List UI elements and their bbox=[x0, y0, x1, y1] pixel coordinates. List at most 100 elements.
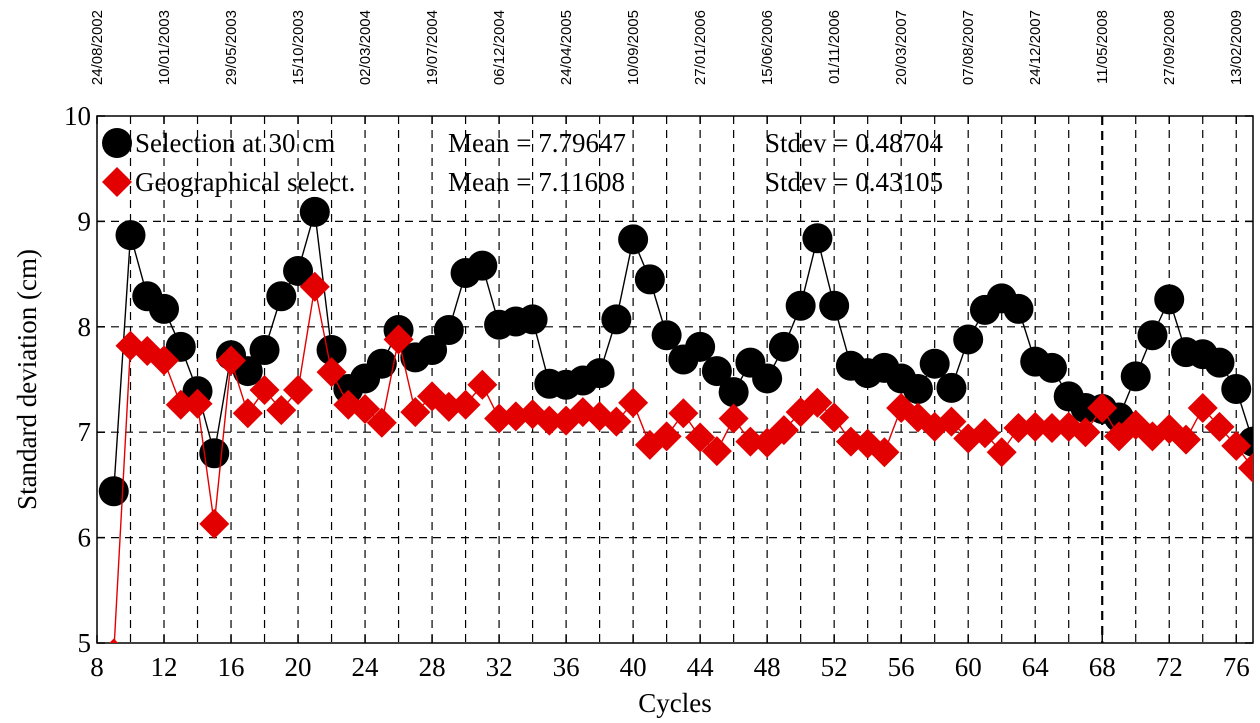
x-tick-label: 8 bbox=[90, 652, 104, 682]
data-point-diamond bbox=[1187, 392, 1218, 423]
data-point-circle bbox=[752, 363, 783, 394]
data-point-circle bbox=[701, 356, 732, 387]
data-point-circle bbox=[1120, 361, 1151, 392]
data-point-diamond bbox=[718, 403, 749, 434]
data-point-diamond bbox=[701, 436, 732, 467]
data-point-diamond bbox=[450, 389, 481, 420]
x-tick-label: 68 bbox=[1089, 652, 1116, 682]
data-point-circle bbox=[1221, 373, 1252, 404]
top-date-label: 29/05/2003 bbox=[223, 10, 240, 85]
data-point-circle bbox=[919, 348, 950, 379]
legend-stdev: Stdev = 0.48704 bbox=[765, 128, 943, 158]
series-line bbox=[113, 286, 1253, 643]
data-point-diamond bbox=[1020, 411, 1051, 442]
data-point-diamond bbox=[819, 402, 850, 433]
data-point-diamond bbox=[936, 406, 967, 437]
top-date-label: 20/03/2007 bbox=[893, 10, 910, 85]
data-point-circle bbox=[433, 314, 464, 345]
x-tick-label: 76 bbox=[1223, 652, 1250, 682]
data-point-circle bbox=[936, 372, 967, 403]
data-point-circle bbox=[584, 358, 615, 389]
top-date-label: 24/08/2002 bbox=[89, 10, 106, 85]
data-point-circle bbox=[283, 255, 314, 286]
top-date-label: 19/07/2004 bbox=[424, 10, 441, 85]
data-point-diamond bbox=[651, 421, 682, 452]
data-point-circle bbox=[685, 331, 716, 362]
data-point-circle bbox=[316, 334, 347, 365]
data-point-diamond bbox=[1070, 417, 1101, 448]
series-geographical bbox=[109, 271, 1253, 643]
legend-series-name: Geographical select. bbox=[135, 167, 355, 197]
data-point-circle bbox=[718, 377, 749, 408]
data-point-circle bbox=[299, 196, 330, 227]
data-point-diamond bbox=[1036, 412, 1067, 443]
y-tick-label: 6 bbox=[78, 523, 92, 553]
data-point-circle bbox=[165, 331, 196, 362]
top-date-label: 02/03/2004 bbox=[357, 10, 374, 85]
data-point-diamond bbox=[534, 405, 565, 436]
data-point-circle bbox=[1137, 320, 1168, 351]
data-point-diamond bbox=[109, 638, 119, 643]
data-point-circle bbox=[902, 373, 933, 404]
x-tick-label: 32 bbox=[486, 652, 513, 682]
data-point-circle bbox=[467, 250, 498, 281]
series-selection-30cm bbox=[98, 196, 1253, 507]
top-date-label: 27/09/2008 bbox=[1161, 10, 1178, 85]
data-point-diamond bbox=[1087, 392, 1118, 423]
data-point-diamond bbox=[232, 398, 263, 429]
data-point-diamond bbox=[1204, 411, 1235, 442]
data-point-circle bbox=[601, 304, 632, 335]
data-point-circle bbox=[634, 264, 665, 295]
legend: Selection at 30 cm Mean = 7.79647 Stdev = … bbox=[102, 128, 943, 197]
data-point-diamond bbox=[199, 508, 230, 539]
data-point-diamond bbox=[601, 406, 632, 437]
legend-mean: Mean = 7.11608 bbox=[448, 167, 625, 197]
data-point-diamond bbox=[182, 388, 213, 419]
data-point-circle bbox=[651, 320, 682, 351]
data-point-circle bbox=[1204, 347, 1235, 378]
data-point-circle bbox=[618, 224, 649, 255]
plot-frame bbox=[96, 115, 1254, 644]
legend-marker-circle bbox=[102, 128, 132, 158]
x-tick-label: 64 bbox=[1022, 652, 1050, 682]
legend-series-name: Selection at 30 cm bbox=[135, 128, 335, 158]
data-point-diamond bbox=[735, 426, 766, 457]
data-point-diamond bbox=[216, 345, 247, 376]
data-point-circle bbox=[249, 334, 280, 365]
top-date-label: 07/08/2007 bbox=[960, 10, 977, 85]
data-point-circle bbox=[802, 223, 833, 254]
x-axis-title: Cycles bbox=[638, 688, 712, 718]
legend-stdev: Stdev = 0.43105 bbox=[765, 167, 943, 197]
data-point-diamond bbox=[266, 395, 297, 426]
x-tick-label: 20 bbox=[285, 652, 312, 682]
data-point-diamond bbox=[1003, 412, 1034, 443]
data-point-diamond bbox=[668, 398, 699, 429]
data-point-diamond bbox=[1221, 430, 1252, 461]
data-point-circle bbox=[1003, 293, 1034, 324]
x-tick-label: 28 bbox=[419, 652, 446, 682]
data-point-diamond bbox=[165, 389, 196, 420]
top-date-label: 24/12/2007 bbox=[1027, 10, 1044, 85]
data-point-diamond bbox=[484, 403, 515, 434]
data-point-circle bbox=[785, 290, 816, 321]
data-point-circle bbox=[266, 281, 297, 312]
data-point-diamond bbox=[1238, 453, 1253, 484]
x-tick-label: 36 bbox=[553, 652, 580, 682]
x-tick-label: 60 bbox=[955, 652, 982, 682]
data-point-diamond bbox=[869, 437, 900, 468]
x-tick-label: 24 bbox=[352, 652, 380, 682]
data-point-circle bbox=[115, 220, 146, 251]
data-point-diamond bbox=[366, 407, 397, 438]
x-tick-label: 12 bbox=[151, 652, 178, 682]
x-tick-label: 16 bbox=[218, 652, 245, 682]
data-point-diamond bbox=[969, 418, 1000, 449]
top-date-label: 24/04/2005 bbox=[558, 10, 575, 85]
data-point-diamond bbox=[299, 271, 330, 302]
data-point-diamond bbox=[350, 394, 381, 425]
legend-marker-diamond bbox=[102, 167, 132, 197]
top-date-label: 01/11/2006 bbox=[826, 10, 843, 84]
data-point-diamond bbox=[802, 387, 833, 418]
data-point-circle bbox=[149, 293, 180, 324]
